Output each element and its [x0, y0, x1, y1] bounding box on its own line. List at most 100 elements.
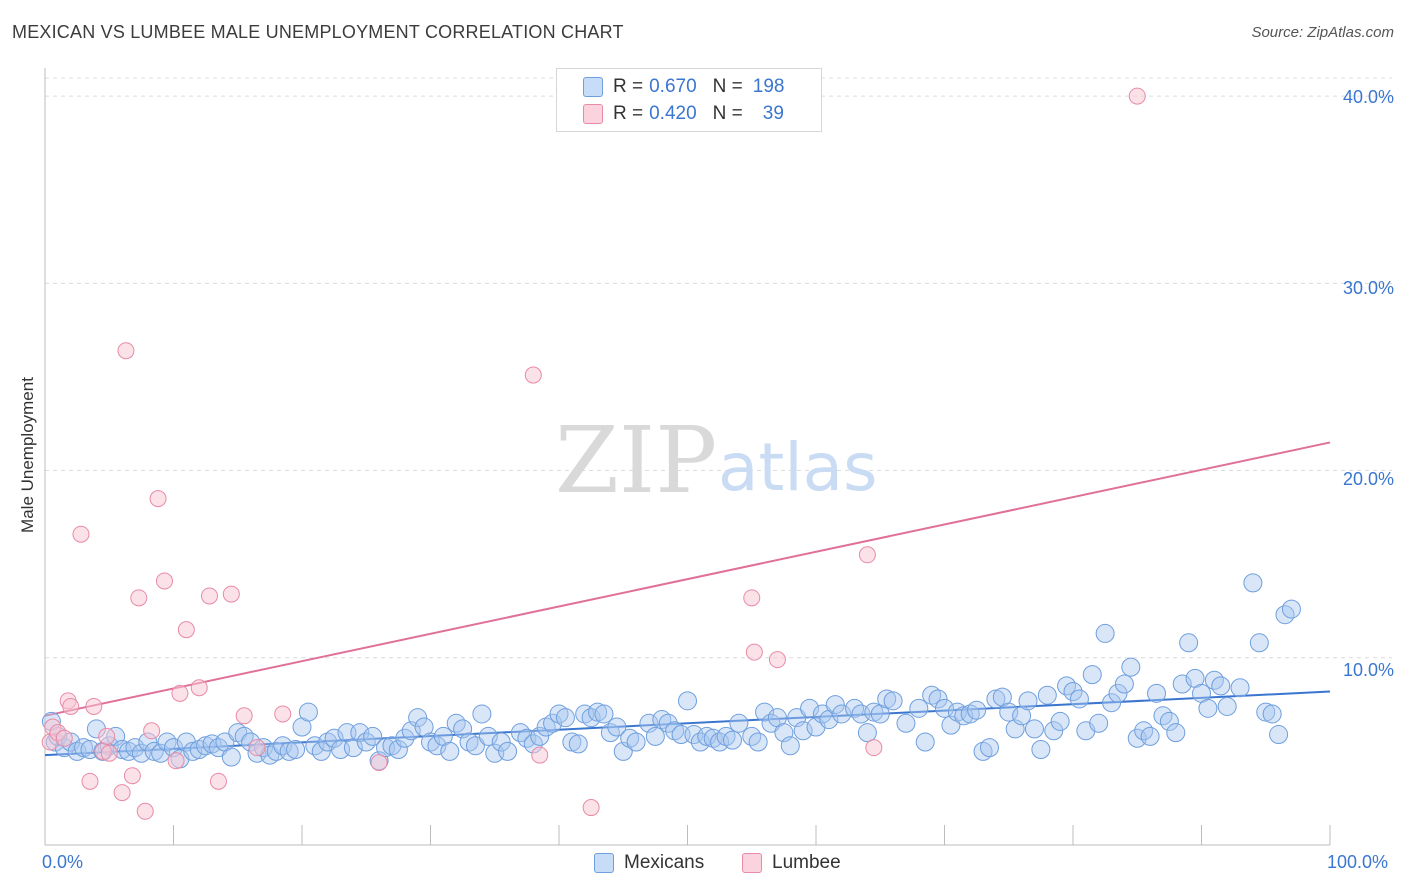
mexicans-point: [1256, 702, 1276, 722]
bottom-legend-label-mexicans: Mexicans: [624, 852, 705, 873]
mexicans-point: [922, 685, 942, 705]
lumbee-point: [177, 621, 195, 639]
lumbee-point: [743, 589, 761, 607]
mexicans-point: [864, 702, 884, 722]
lumbee-point: [200, 587, 218, 605]
mexicans-point: [1063, 681, 1083, 701]
mexicans-point: [549, 704, 569, 724]
lumbee-point: [55, 729, 73, 747]
lumbee-trend-line: [44, 441, 1331, 717]
mexicans-point: [279, 741, 299, 761]
mexicans-point: [311, 741, 331, 761]
mexicans-point: [1089, 713, 1109, 733]
lumbee-point: [81, 772, 99, 790]
mexicans-point: [883, 691, 903, 711]
mexicans-point: [1159, 711, 1179, 731]
lumbee-points: [41, 87, 1146, 820]
mexicans-point: [478, 726, 498, 746]
mexicans-point: [465, 736, 485, 756]
mexicans-point: [832, 704, 852, 724]
lumbee-point: [123, 767, 141, 785]
mexicans-point: [645, 726, 665, 746]
watermark: ZIP atlas: [555, 407, 878, 514]
mexicans-point: [928, 689, 948, 709]
bottom-legend-swatch-lumbee: [742, 853, 762, 873]
lumbee-point: [171, 684, 189, 702]
mexicans-point: [620, 728, 640, 748]
lumbee-point: [156, 572, 174, 590]
mexicans-point: [909, 698, 929, 718]
lumbee-point: [248, 739, 266, 757]
mexicans-point: [1018, 691, 1038, 711]
x-tick-max: 100.0%: [1327, 852, 1389, 872]
source-label: Source: ZipAtlas.com: [1251, 24, 1394, 41]
lumbee-point: [167, 752, 185, 770]
mexicans-point: [1044, 721, 1064, 741]
lumbee-point: [745, 643, 763, 661]
bottom-legend-swatch-mexicans: [594, 853, 614, 873]
mexicans-point: [626, 732, 646, 752]
lumbee-point: [858, 546, 876, 564]
mexicans-point: [183, 741, 203, 761]
mexicans-point: [678, 691, 697, 711]
mexicans-point: [716, 726, 736, 746]
mexicans-point: [189, 740, 209, 760]
mexicans-point: [652, 710, 672, 730]
legend-n-label: N =: [712, 76, 743, 97]
legend: R = 0.670 N = 198 R = 0.420 N = 39: [556, 68, 822, 132]
mexicans-point: [144, 741, 164, 761]
mexicans-point: [459, 732, 479, 752]
mexicans-point: [221, 747, 241, 767]
lumbee-point: [98, 727, 116, 745]
legend-row-lumbee: R = 0.420 N = 39: [583, 100, 784, 128]
mexicans-point: [960, 704, 980, 724]
mexicans-point: [408, 708, 428, 728]
y-tick-40: 40.0%: [1342, 87, 1394, 107]
mexicans-point: [1037, 685, 1057, 705]
mexicans-point: [530, 726, 550, 746]
mexicans-point: [954, 706, 974, 726]
mexicans-point: [472, 704, 492, 724]
lumbee-point: [190, 679, 208, 697]
lumbee-point: [235, 707, 253, 725]
mexicans-point: [1198, 698, 1218, 718]
lumbee-point: [222, 585, 240, 603]
mexicans-point: [498, 741, 518, 761]
lumbee-point: [768, 651, 786, 669]
bottom-legend-mexicans: Mexicans: [594, 852, 704, 874]
mexicans-point: [395, 728, 415, 748]
bottom-legend-lumbee: Lumbee: [742, 852, 841, 874]
y-tick-10: 10.0%: [1342, 660, 1394, 680]
mexicans-point: [1179, 633, 1199, 653]
mexicans-point: [665, 721, 685, 741]
legend-swatch-lumbee: [583, 104, 603, 124]
mexicans-point: [1108, 683, 1128, 703]
mexicans-point: [793, 721, 813, 741]
mexicans-point: [536, 717, 556, 737]
mexicans-point: [350, 723, 370, 743]
mexicans-point: [825, 695, 845, 715]
mexicans-point: [440, 741, 460, 761]
lumbee-point: [100, 744, 118, 762]
legend-r-value: 0.420: [649, 103, 697, 124]
mexicans-point: [1050, 711, 1070, 731]
lumbee-point: [113, 784, 131, 802]
mexicans-point: [1269, 725, 1289, 745]
legend-row-mexicans: R = 0.670 N = 198: [583, 73, 784, 101]
lumbee-point: [524, 366, 542, 384]
mexicans-point: [1102, 693, 1122, 713]
x-tick-min: 0.0%: [42, 852, 84, 872]
mexicans-point: [979, 738, 999, 758]
mexicans-point: [298, 702, 318, 722]
lumbee-point: [865, 739, 883, 757]
legend-n-label: N =: [712, 103, 743, 124]
mexicans-point: [543, 713, 563, 733]
mexicans-point: [1230, 678, 1250, 698]
mexicans-point: [1069, 689, 1089, 709]
mexicans-point: [286, 740, 306, 760]
mexicans-point: [588, 702, 608, 722]
lumbee-point: [72, 525, 90, 543]
lumbee-point: [62, 697, 80, 715]
mexicans-point: [607, 717, 627, 737]
lumbee-point: [582, 799, 600, 817]
